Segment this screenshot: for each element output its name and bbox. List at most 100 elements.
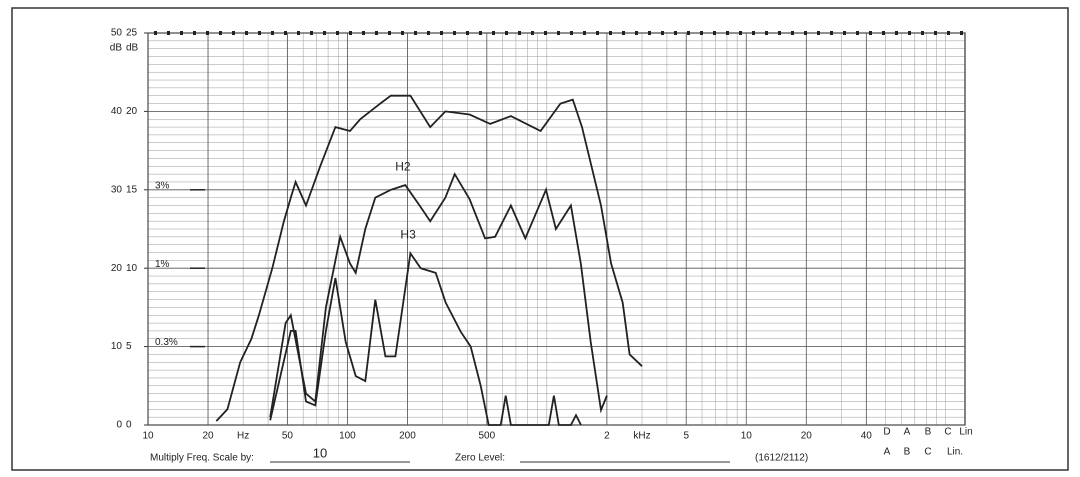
paper-tick [726,31,729,35]
series-line [269,172,608,418]
paper-tick [349,31,352,35]
paper-tick [219,31,222,35]
paper-tick [596,31,599,35]
x-tick-label: 200 [399,431,416,442]
paper-tick [323,31,326,35]
y-tick-label: 10 [111,341,123,352]
x-tick-label: 100 [339,431,356,442]
series-label: H3 [400,227,416,241]
paper-tick [960,31,963,35]
paper-tick [765,31,768,35]
paper-tick [258,31,261,35]
y-unit: dB [110,43,123,54]
x-tick-label: 10 [142,431,154,442]
y-tick-label: 0 [116,420,122,431]
x-tick-label: 50 [282,431,294,442]
paper-tick [310,31,313,35]
x-tick-label: 20 [801,431,813,442]
paper-tick [388,31,391,35]
paper-tick [440,31,443,35]
y2-tick-label: 0 [126,420,132,431]
paper-tick [921,31,924,35]
y-tick-label: 30 [111,184,123,195]
percent-label: 0.3% [155,337,178,348]
paper-tick [661,31,664,35]
bottom-right-label: Lin. [947,447,963,458]
paper-tick [622,31,625,35]
paper-tick [635,31,638,35]
paper-tick [557,31,560,35]
percent-label: 1% [155,259,170,270]
x-tick-label: 20 [202,431,214,442]
y-tick-label: 40 [111,106,123,117]
paper-tick [583,31,586,35]
x-tick-label: 40 [861,431,873,442]
x-tick-label: 2 [604,431,610,442]
x-tick-label: 500 [478,431,495,442]
paper-tick [492,31,495,35]
paper-tick [778,31,781,35]
x-tick-label: 10 [741,431,753,442]
paper-tick [739,31,742,35]
series-line [269,250,582,426]
paper-tick [479,31,482,35]
paper-tick [674,31,677,35]
multiply-value: 10 [313,445,327,460]
frame [11,7,1069,471]
zero-label: Zero Level: [455,453,505,464]
paper-tick [791,31,794,35]
paper-tick [895,31,898,35]
y2-unit: dB [126,43,139,54]
paper-tick [531,31,534,35]
right-label: A [904,427,911,438]
x-unit: kHz [633,431,650,442]
x-tick-label: 5 [683,431,689,442]
multiply-label: Multiply Freq. Scale by: [150,453,254,464]
paper-tick [856,31,859,35]
paper-tick [193,31,196,35]
paper-tick [232,31,235,35]
paper-tick [414,31,417,35]
y2-tick-label: 25 [126,28,138,39]
paper-tick [362,31,365,35]
paper-tick [830,31,833,35]
bottom-right-label: B [904,447,911,458]
paper-tick [908,31,911,35]
paper-tick [180,31,183,35]
y2-tick-label: 20 [126,106,138,117]
paper-tick [934,31,937,35]
series-label: H2 [395,159,411,173]
x-unit: Hz [237,431,249,442]
paper-tick [297,31,300,35]
bottom-right-label: C [924,447,931,458]
y-tick-label: 20 [111,263,123,274]
paper-tick [947,31,950,35]
paper-tick [804,31,807,35]
paper-tick [700,31,703,35]
right-label: Lin [959,427,972,438]
paper-tick [401,31,404,35]
y-tick-label: 50 [111,28,123,39]
paper-tick [206,31,209,35]
y2-tick-label: 15 [126,184,138,195]
paper-tick [154,31,157,35]
paper-tick [843,31,846,35]
series-line [215,94,643,422]
bottom-right-label: A [884,447,891,458]
paper-tick [869,31,872,35]
paper-tick [544,31,547,35]
right-label: D [883,427,890,438]
paper-tick [505,31,508,35]
paper-tick [453,31,456,35]
paper-tick [609,31,612,35]
paper-tick [427,31,430,35]
paper-tick [518,31,521,35]
paper-tick [752,31,755,35]
y2-tick-label: 10 [126,263,138,274]
paper-tick [336,31,339,35]
y2-tick-label: 5 [126,341,132,352]
paper-tick [817,31,820,35]
paper-tick [648,31,651,35]
code: (1612/2112) [755,453,808,464]
